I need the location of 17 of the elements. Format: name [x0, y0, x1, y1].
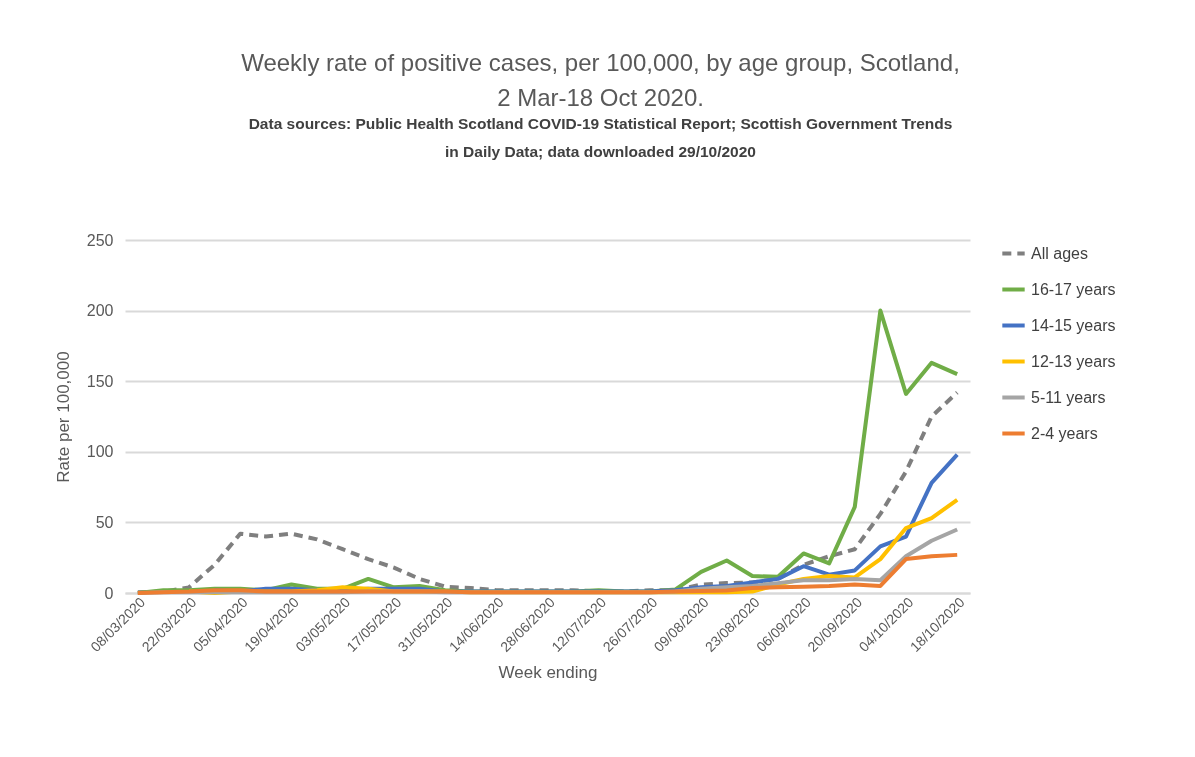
chart-title: Weekly rate of positive cases, per 100,000, by age group, Scotland, 2 Mar-18 Oct 2020. — [241, 48, 960, 111]
y-axis-title: Rate per 100,000 — [53, 351, 73, 483]
y-tick-label: 200 — [86, 302, 114, 320]
y-tick-label: 50 — [95, 513, 114, 531]
legend-label: 14-15 years — [1031, 316, 1116, 334]
x-axis-title: Week ending — [498, 662, 598, 682]
y-tick-label: 100 — [86, 443, 114, 461]
legend-label: 12-13 years — [1031, 352, 1116, 370]
chart-subtitle: Data sources: Public Health Scotland COVID-19 Statistical Report; Scottish Government Trends in Daily Data; data downloaded 29/10/2020 — [248, 114, 953, 160]
line-series — [135, 552, 960, 595]
legend-label: 16-17 years — [1031, 280, 1116, 298]
legend-label: 5-11 years — [1031, 388, 1106, 406]
y-tick-label: 150 — [86, 372, 114, 390]
y-tick-label: 250 — [86, 231, 114, 249]
y-tick-label: 0 — [104, 584, 114, 602]
legend-label: All ages — [1031, 244, 1088, 262]
legend-label: 2-4 years — [1031, 424, 1098, 442]
